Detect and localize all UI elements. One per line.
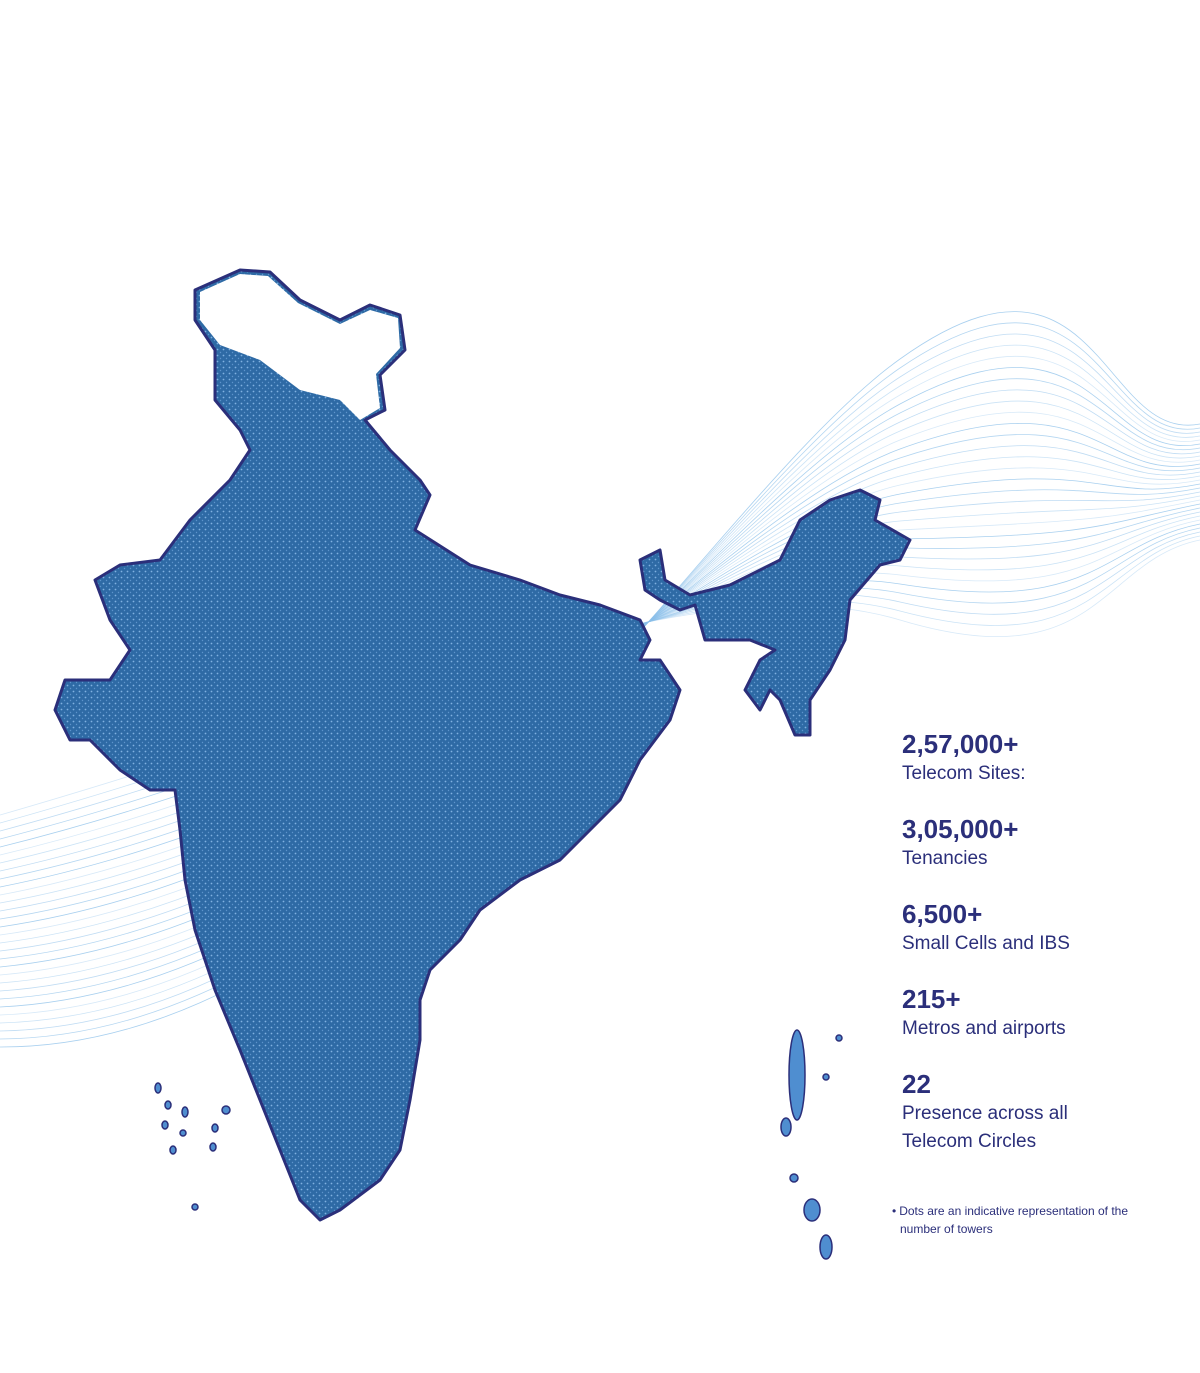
stat-value: 215+ bbox=[902, 984, 961, 1014]
india-northeast bbox=[638, 488, 912, 737]
footnote: Dots are an indicative representation of… bbox=[890, 1202, 1130, 1238]
stat-label: Small Cells and IBS bbox=[902, 933, 1070, 954]
stat-value: 2,57,000+ bbox=[902, 729, 1019, 759]
stats-panel: 2,57,000+ Telecom Sites: 3,05,000+ Tenancie… bbox=[902, 728, 1102, 1153]
stat: 215+ Metros and airports bbox=[902, 983, 1102, 1068]
northern-highlands bbox=[200, 274, 400, 420]
stat: 2,57,000+ Telecom Sites: bbox=[902, 728, 1102, 813]
stat-label: Metros and airports bbox=[902, 1018, 1066, 1039]
stat-label: Tenancies bbox=[902, 848, 988, 869]
stat-value: 3,05,000+ bbox=[902, 814, 1019, 844]
india-mainland bbox=[53, 268, 682, 1222]
stat: 22 Presence across all Telecom Circles bbox=[902, 1068, 1102, 1153]
stat-value: 6,500+ bbox=[902, 899, 983, 929]
stat-label: Telecom Sites: bbox=[902, 763, 1026, 784]
stat: 3,05,000+ Tenancies bbox=[902, 813, 1102, 898]
stat-label: Presence across all Telecom Circles bbox=[902, 1103, 1068, 1152]
stat-value: 22 bbox=[902, 1069, 931, 1099]
stat: 6,500+ Small Cells and IBS bbox=[902, 898, 1102, 983]
islands bbox=[154, 1029, 843, 1260]
